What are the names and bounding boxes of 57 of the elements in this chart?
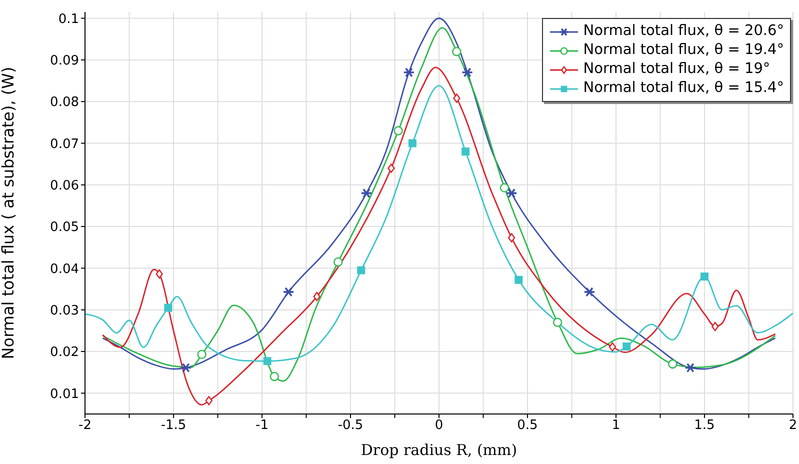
x-tick-label: -0.5 xyxy=(338,418,364,434)
point xyxy=(712,322,719,332)
point xyxy=(388,164,395,173)
point xyxy=(514,276,523,284)
x-tick-label: 0.5 xyxy=(517,418,538,434)
point xyxy=(608,342,616,352)
point xyxy=(360,188,372,198)
point xyxy=(452,46,462,56)
point xyxy=(403,68,415,78)
y-tick-label: 0.1 xyxy=(58,12,79,27)
point xyxy=(263,357,272,366)
x-tick-label: -2 xyxy=(78,418,92,434)
x-axis-title: Drop radius R, (mm) xyxy=(360,441,518,459)
x-tick-label: 2 xyxy=(788,418,798,434)
point xyxy=(462,148,470,156)
x-tick-label: -1.5 xyxy=(160,418,186,434)
point xyxy=(394,126,403,136)
y-tick-label: 0.06 xyxy=(50,178,79,194)
x-tick-label: 1.5 xyxy=(694,418,715,434)
point xyxy=(282,287,294,297)
y-axis-title: Normal total flux ( at substrate), (W) xyxy=(0,66,18,360)
point xyxy=(313,292,320,302)
y-tick-label: 0.02 xyxy=(50,345,79,360)
point xyxy=(552,318,562,327)
point xyxy=(584,287,596,297)
point xyxy=(508,233,516,242)
point xyxy=(506,188,518,198)
point xyxy=(700,272,708,281)
point xyxy=(197,350,206,360)
point xyxy=(334,257,343,267)
point xyxy=(684,362,696,373)
y-tick-label: 0.05 xyxy=(50,220,79,236)
legend-label: Normal total flux, θ = 19.4° xyxy=(583,41,784,60)
point xyxy=(164,304,172,312)
point xyxy=(156,269,163,279)
point xyxy=(453,94,460,103)
point xyxy=(205,396,212,406)
point xyxy=(500,183,510,192)
y-tick-label: 0.01 xyxy=(50,386,79,402)
point xyxy=(622,342,631,351)
point xyxy=(270,372,279,382)
y-tick-label: 0.03 xyxy=(50,303,79,318)
legend-label: Normal total flux, θ = 19° xyxy=(583,60,770,79)
y-tick-label: 0.07 xyxy=(50,136,79,152)
y-tick-label: 0.09 xyxy=(50,54,79,69)
point xyxy=(668,359,678,369)
x-tick-label: 1 xyxy=(612,418,620,434)
x-tick-label: -1 xyxy=(256,418,268,434)
point xyxy=(180,362,192,373)
y-tick-label: 0.08 xyxy=(50,95,79,110)
point xyxy=(461,68,474,78)
point xyxy=(357,266,366,274)
y-tick-label: 0.04 xyxy=(50,262,79,277)
point xyxy=(408,139,416,148)
legend-label: Normal total flux, θ = 15.4° xyxy=(583,79,784,98)
legend-label: Normal total flux, θ = 20.6° xyxy=(583,22,784,41)
x-tick-label: 0 xyxy=(434,418,444,434)
